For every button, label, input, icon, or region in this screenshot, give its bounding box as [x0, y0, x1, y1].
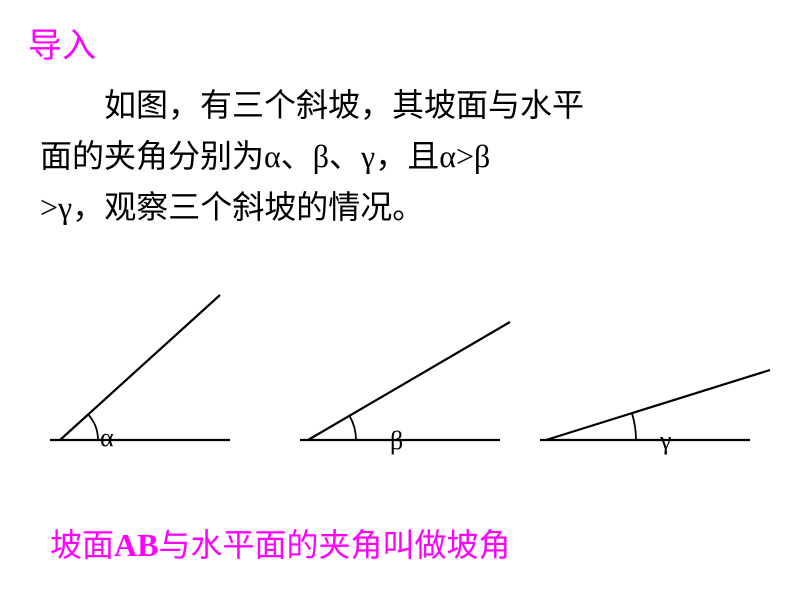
- footer-definition: 坡面AB与水平面的夹角叫做坡角: [50, 520, 510, 566]
- footer-post: 与水平面的夹角叫做坡角: [158, 527, 510, 563]
- footer-ab: AB: [114, 527, 158, 563]
- section-title: 导入: [28, 18, 96, 67]
- angle-label: α: [100, 423, 114, 453]
- body-paragraph: 如图，有三个斜坡，其坡面与水平 面的夹角分别为α、β、γ，且α>β >γ，观察三…: [40, 80, 760, 234]
- title-text: 导入: [28, 28, 96, 65]
- angle-label: β: [390, 426, 403, 456]
- footer-pre: 坡面: [50, 527, 114, 563]
- angle-label: γ: [660, 426, 672, 456]
- body-line-1: 如图，有三个斜坡，其坡面与水平: [40, 80, 760, 131]
- angle-diagrams: α β γ: [30, 290, 770, 460]
- body-line-2: 面的夹角分别为α、β、γ，且α>β: [40, 131, 760, 182]
- body-line-3: >γ，观察三个斜坡的情况。: [40, 182, 760, 233]
